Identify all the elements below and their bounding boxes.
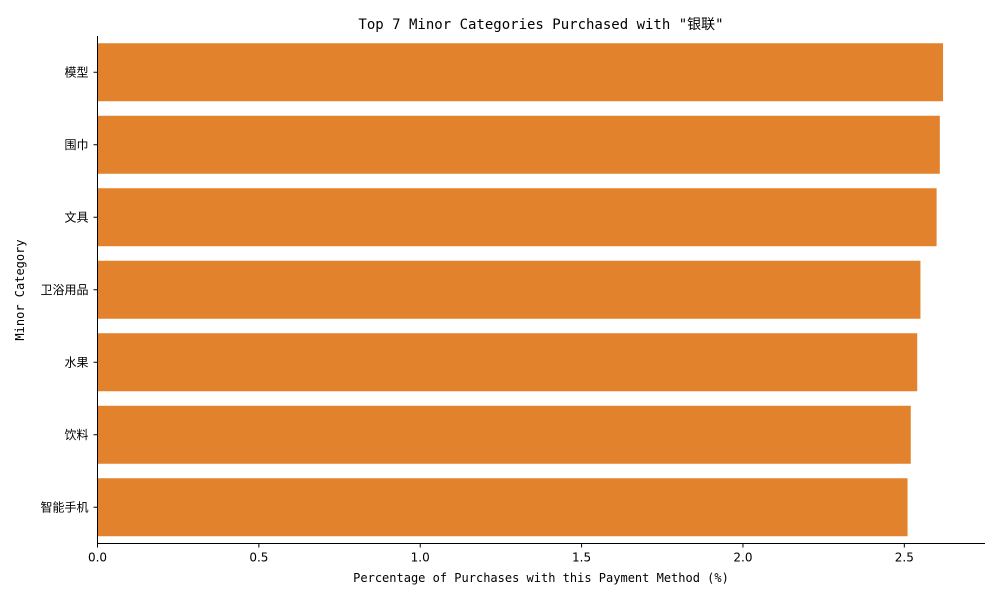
y-tick-label-4: 水果 — [64, 355, 88, 369]
y-tick-label-3: 卫浴用品 — [40, 283, 88, 297]
bar-3 — [97, 260, 921, 319]
x-tick-label-2: 1.0 — [411, 551, 430, 565]
chart-title: Top 7 Minor Categories Purchased with "银… — [358, 17, 723, 33]
y-tick-label-1: 围巾 — [64, 138, 88, 152]
bar-5 — [97, 405, 911, 464]
y-tick-label-2: 文具 — [64, 209, 88, 224]
x-ticks-group: 0.0 0.5 1.0 1.5 2.0 2.5 — [88, 543, 914, 565]
bar-6 — [97, 478, 908, 537]
y-tick-label-5: 饮料 — [64, 428, 88, 442]
y-axis-label: Minor Category — [13, 239, 27, 340]
bar-4 — [97, 333, 918, 392]
x-tick-label-5: 2.5 — [895, 551, 914, 565]
bar-1 — [97, 115, 940, 174]
x-tick-label-4: 2.0 — [733, 551, 752, 565]
x-tick-label-3: 1.5 — [572, 551, 591, 565]
y-tick-label-6: 智能手机 — [40, 499, 88, 514]
y-tick-label-0: 模型 — [64, 65, 88, 79]
x-tick-label-1: 0.5 — [249, 551, 268, 565]
bar-0 — [97, 43, 944, 102]
bar-2 — [97, 188, 937, 247]
bars-group — [97, 43, 944, 537]
x-axis-label: Percentage of Purchases with this Paymen… — [353, 571, 729, 585]
x-tick-label-0: 0.0 — [88, 551, 107, 565]
